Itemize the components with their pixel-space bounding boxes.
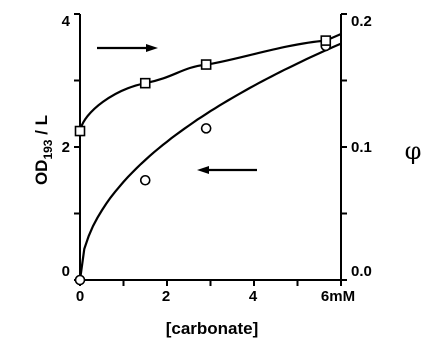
series-0-line: [80, 44, 341, 280]
series-0-marker-0: [76, 276, 85, 285]
series-0-marker-1: [141, 176, 150, 185]
x-tick-label-0: 0: [76, 288, 84, 305]
series-1-marker-3: [321, 36, 330, 45]
arrow-right: [97, 44, 158, 52]
y-tick-label-0: 0: [62, 263, 70, 280]
series-0-marker-2: [202, 124, 211, 133]
y2-tick-label-0: 0.0: [351, 263, 372, 280]
series-1-marker-2: [202, 60, 211, 69]
x-tick-label-unit: 6mM: [321, 288, 355, 305]
y-axis-title: OD193 / L: [32, 115, 55, 185]
y2-axis-title: φ: [405, 137, 422, 165]
series-layer: [76, 34, 342, 285]
tick-group: [74, 14, 347, 286]
y-axis-title-suffix: / L: [32, 115, 51, 140]
series-1-marker-0: [76, 127, 85, 136]
series-1-marker-1: [141, 79, 150, 88]
x-tick-label-4: 4: [249, 288, 258, 305]
x-tick-label-2: 2: [162, 288, 170, 305]
y-axis-title-main: OD: [32, 160, 51, 186]
y2-tick-label-2: 0.2: [351, 13, 372, 30]
y2-tick-label-1: 0.1: [351, 139, 372, 156]
arrow-left: [197, 166, 257, 174]
y-tick-label-2: 2: [62, 139, 70, 156]
x-axis-title: [carbonate]: [166, 319, 259, 338]
y-tick-label-4: 4: [62, 13, 71, 30]
y-axis-title-subscript: 193: [41, 139, 55, 159]
